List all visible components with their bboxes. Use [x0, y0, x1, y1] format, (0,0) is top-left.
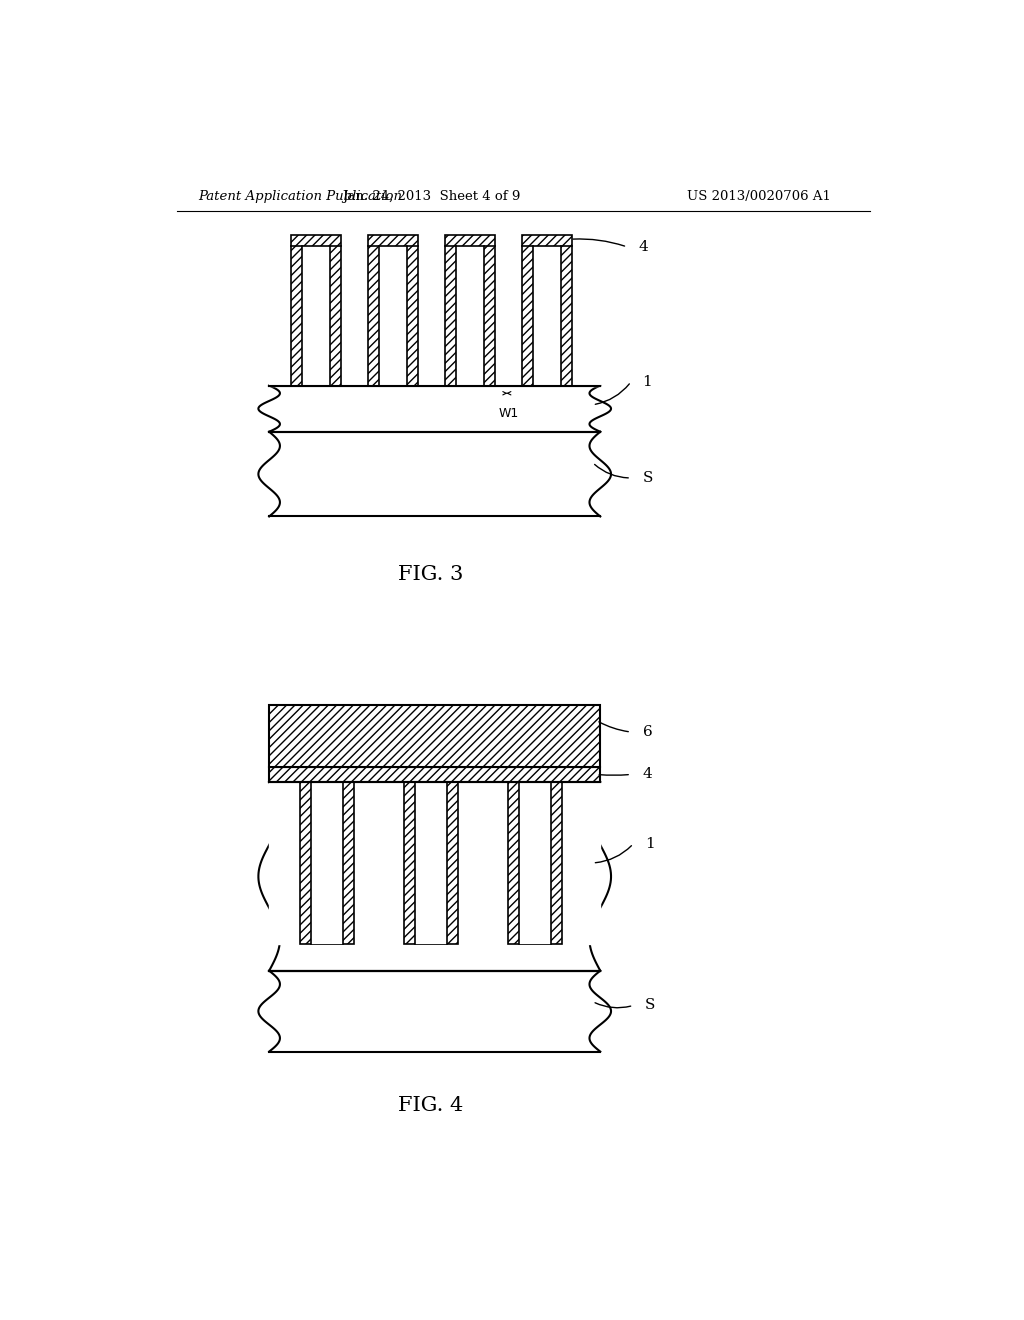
- Bar: [269, 705, 600, 767]
- Text: 4: 4: [643, 767, 652, 781]
- Bar: [456, 246, 484, 385]
- Bar: [532, 246, 561, 385]
- Bar: [379, 246, 407, 385]
- Polygon shape: [258, 970, 611, 1052]
- Bar: [403, 781, 458, 944]
- Bar: [508, 781, 562, 944]
- Bar: [518, 781, 551, 944]
- Bar: [300, 781, 354, 944]
- Bar: [301, 246, 330, 385]
- Text: 1: 1: [643, 375, 652, 388]
- Polygon shape: [269, 235, 600, 385]
- Text: W1: W1: [498, 407, 518, 420]
- Polygon shape: [269, 781, 600, 944]
- Text: FIG. 4: FIG. 4: [398, 1096, 464, 1115]
- Bar: [415, 781, 447, 944]
- Polygon shape: [258, 385, 611, 432]
- Text: 4: 4: [639, 240, 648, 253]
- Bar: [269, 767, 600, 781]
- Bar: [444, 235, 495, 385]
- Text: S: S: [645, 998, 655, 1012]
- Text: 1: 1: [645, 837, 654, 850]
- Text: Jan. 24, 2013  Sheet 4 of 9: Jan. 24, 2013 Sheet 4 of 9: [342, 190, 520, 203]
- Text: Patent Application Publication: Patent Application Publication: [199, 190, 402, 203]
- Polygon shape: [258, 781, 611, 970]
- Text: US 2013/0020706 A1: US 2013/0020706 A1: [687, 190, 831, 203]
- Bar: [310, 781, 343, 944]
- Text: S: S: [643, 471, 653, 484]
- Text: 6: 6: [643, 725, 652, 739]
- Text: FIG. 3: FIG. 3: [398, 565, 464, 583]
- Polygon shape: [258, 432, 611, 516]
- Bar: [368, 235, 418, 385]
- Bar: [521, 235, 571, 385]
- Bar: [291, 235, 341, 385]
